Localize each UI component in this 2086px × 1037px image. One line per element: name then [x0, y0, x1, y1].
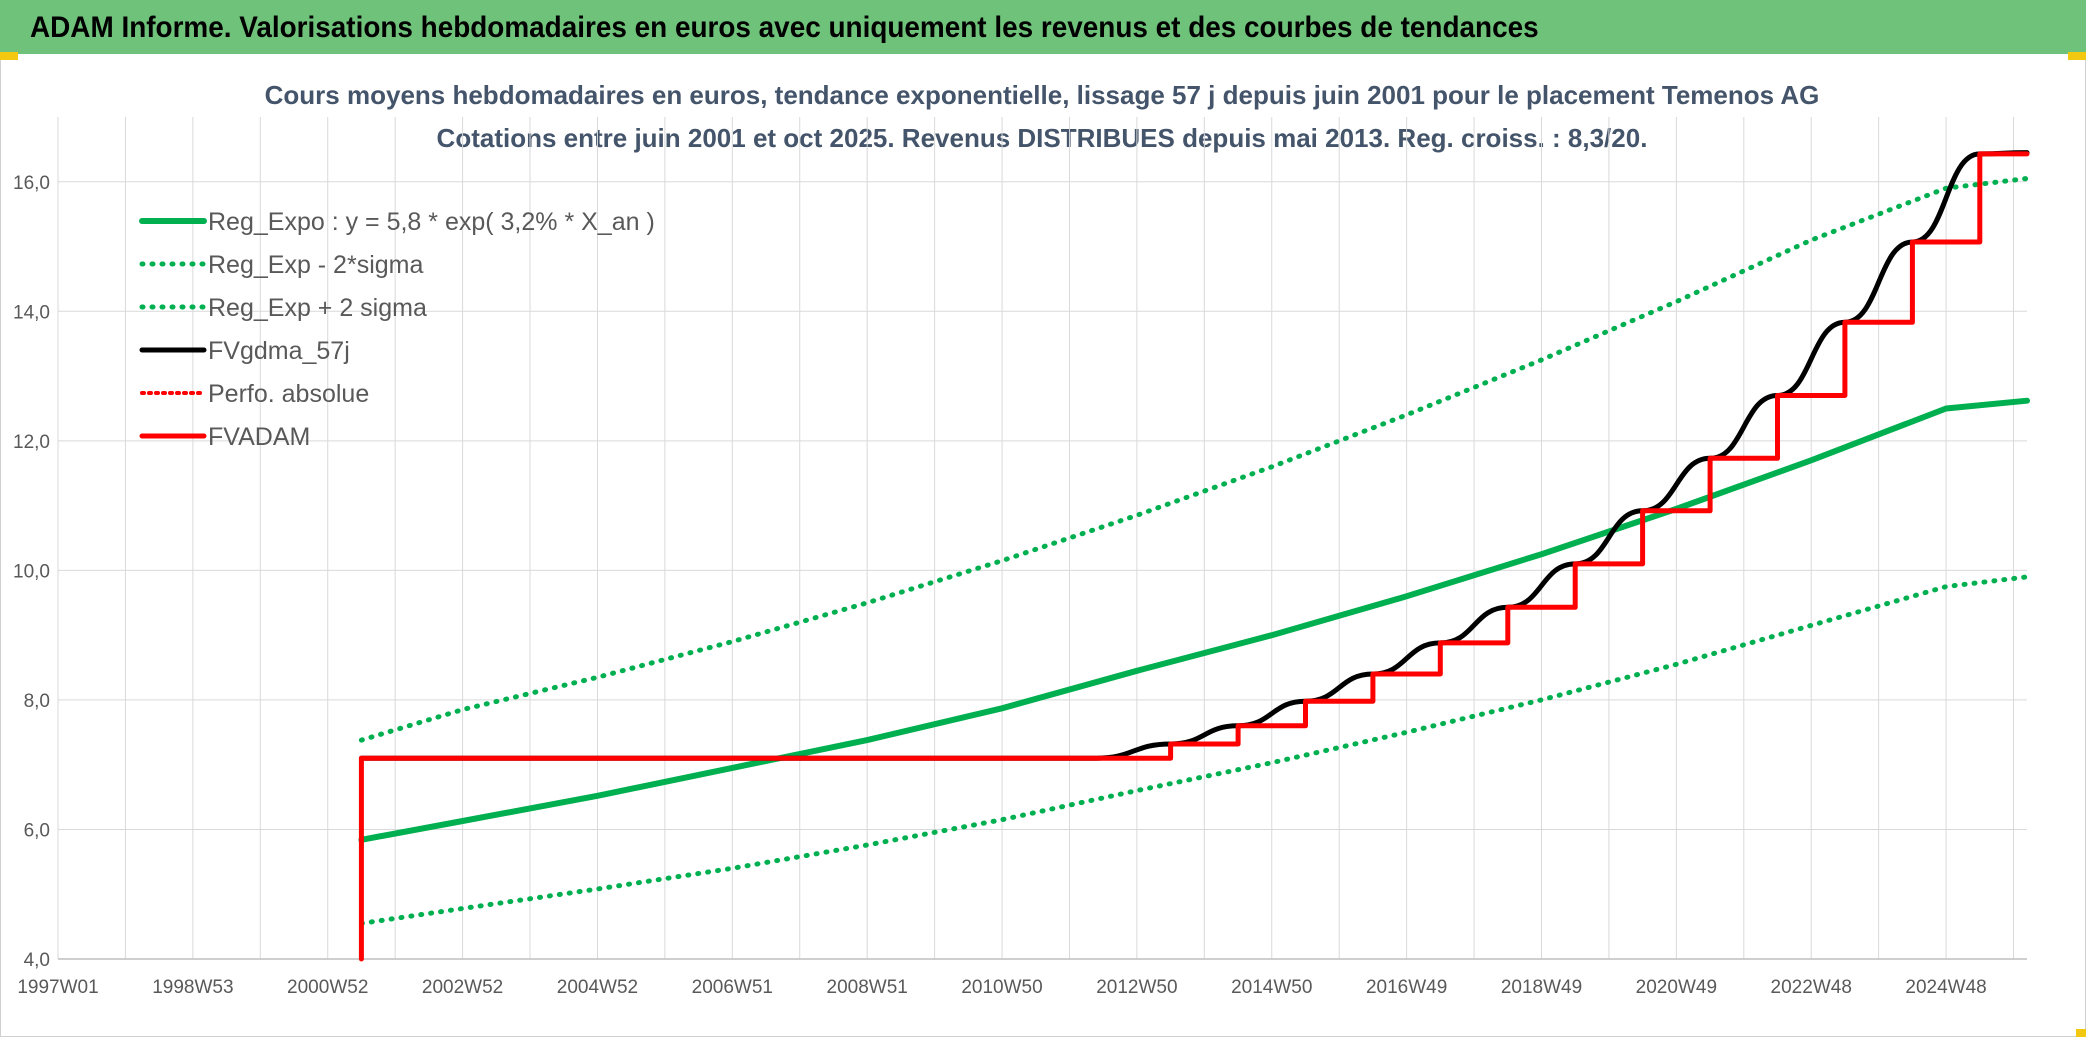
legend-label: Perfo. absolue	[208, 380, 369, 408]
grid	[57, 117, 2027, 960]
axes: 4,0 6,0 8,0 10,0 12,0 14,0 16,0 1997W01 1998W53 2…	[13, 173, 2027, 998]
x-tick-label: 2012W50	[1096, 977, 1177, 998]
legend-label: FVADAM	[208, 423, 310, 451]
x-tick-label: 2010W50	[961, 977, 1042, 998]
report-banner: ADAM Informe. Valorisations hebdomadaire…	[0, 0, 2086, 54]
y-tick-label: 6,0	[24, 820, 50, 841]
series-line-reg-expo-y-5-8-exp-3-2-x-an	[358, 397, 2030, 843]
x-tick-label: 2014W50	[1231, 977, 1312, 998]
series-layer	[358, 150, 2030, 962]
chart-subtitle: Cotations entre juin 2001 et oct 2025. R…	[437, 123, 1648, 153]
x-tick-label: 2008W51	[827, 977, 908, 998]
series-line-reg-exp-2-sigma	[358, 176, 2030, 743]
x-tick-label: 2024W48	[1905, 977, 1986, 998]
report-title: ADAM Informe. Valorisations hebdomadaire…	[30, 11, 1539, 44]
x-tick-label: 2004W52	[557, 977, 638, 998]
chart: Cours moyens hebdomadaires en euros, ten…	[13, 80, 2030, 998]
legend-label: Reg_Expo : y = 5,8 * exp( 3,2% * X_an )	[208, 208, 655, 236]
y-tick-label: 10,0	[13, 561, 50, 582]
series-line-fvadam	[358, 151, 2030, 962]
chart-title: Cours moyens hebdomadaires en euros, ten…	[265, 80, 1820, 110]
series-line-reg-exp-2-sigma	[358, 574, 2030, 926]
y-tick-label: 14,0	[13, 302, 50, 323]
x-tick-label: 1997W01	[17, 977, 98, 998]
y-tick-label: 12,0	[13, 432, 50, 453]
y-tick-label: 16,0	[13, 173, 50, 194]
x-tick-label: 2022W48	[1771, 977, 1852, 998]
legend: Reg_Expo : y = 5,8 * exp( 3,2% * X_an ) R…	[139, 208, 655, 451]
corner-marker-left	[0, 52, 18, 60]
legend-label: Reg_Exp + 2 sigma	[208, 294, 427, 322]
x-tick-label: 2018W49	[1501, 977, 1582, 998]
corner-marker-bottom-right	[2076, 1029, 2086, 1037]
legend-label: FVgdma_57j	[208, 337, 350, 365]
x-tick-label: 1998W53	[152, 977, 233, 998]
legend-label: Reg_Exp - 2*sigma	[208, 251, 423, 279]
corner-marker-right	[2068, 52, 2086, 60]
x-tick-label: 2006W51	[692, 977, 773, 998]
x-tick-label: 2016W49	[1366, 977, 1447, 998]
y-tick-label: 4,0	[24, 950, 50, 971]
x-tick-label: 2000W52	[287, 977, 368, 998]
x-tick-label: 2002W52	[422, 977, 503, 998]
x-tick-label: 2020W49	[1636, 977, 1717, 998]
y-tick-label: 8,0	[24, 691, 50, 712]
